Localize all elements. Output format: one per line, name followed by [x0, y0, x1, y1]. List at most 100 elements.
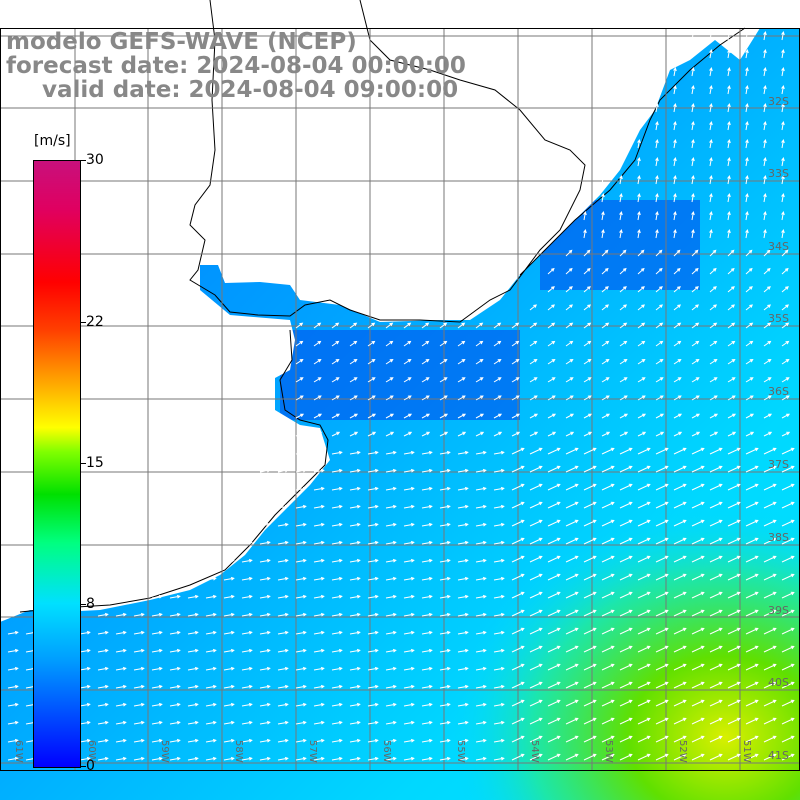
- wind-arrow: [241, 612, 253, 617]
- wind-arrow: [601, 395, 610, 401]
- lat-label: 33S: [768, 167, 789, 180]
- wind-arrow: [619, 413, 629, 419]
- wind-arrow: [547, 447, 561, 455]
- wind-arrow: [601, 359, 610, 365]
- wind-arrow: [511, 537, 525, 545]
- wind-arrow: [313, 359, 322, 365]
- wind-arrow: [439, 504, 451, 509]
- wind-arrow: [241, 666, 253, 671]
- wind-arrow: [25, 304, 34, 311]
- wind-arrow: [709, 591, 723, 599]
- wind-arrow: [439, 666, 451, 671]
- wind-arrow: [421, 522, 433, 527]
- wind-arrow: [583, 753, 597, 761]
- wind-arrow: [223, 702, 235, 707]
- wind-arrow: [313, 322, 322, 329]
- wind-arrow: [295, 395, 304, 401]
- wind-arrow: [727, 555, 741, 563]
- wind-arrow: [529, 591, 543, 599]
- wind-arrow: [205, 576, 217, 581]
- wind-arrow: [637, 483, 651, 491]
- wind-arrow: [565, 322, 574, 329]
- land-mask: [0, 0, 800, 622]
- wind-arrow: [709, 322, 718, 329]
- wind-arrow: [421, 684, 433, 689]
- wind-arrow: [511, 609, 525, 617]
- wind-arrow: [133, 612, 145, 617]
- wind-arrow: [655, 573, 669, 581]
- wind-arrow: [745, 627, 759, 635]
- wind-arrow: [403, 395, 412, 401]
- wind-arrow: [349, 340, 358, 347]
- wind-arrow: [331, 648, 343, 653]
- wind-arrow: [781, 229, 785, 239]
- wind-arrow: [619, 537, 633, 545]
- wind-arrow: [745, 49, 749, 59]
- wind-arrow: [169, 612, 181, 617]
- wind-arrow: [331, 359, 340, 365]
- wind-arrow: [745, 249, 753, 257]
- wind-arrow: [205, 540, 217, 545]
- wind-arrow: [673, 377, 682, 383]
- wind-arrow: [349, 702, 361, 707]
- wind-arrow: [565, 501, 579, 509]
- wind-arrow: [637, 645, 651, 653]
- wind-arrow: [583, 447, 597, 455]
- wind-arrow: [349, 359, 358, 365]
- wind-arrow: [637, 286, 645, 293]
- wind-arrow: [781, 359, 790, 365]
- wind-arrow: [763, 483, 777, 491]
- wind-arrow: [259, 594, 271, 599]
- wind-arrow: [367, 468, 379, 473]
- wind-arrow: [295, 702, 307, 707]
- wind-arrow: [331, 431, 341, 437]
- wind-arrow: [583, 377, 592, 383]
- wind-arrow: [619, 229, 623, 239]
- wind-arrow: [421, 359, 430, 365]
- wind-arrow: [115, 648, 127, 653]
- wind-arrow: [457, 666, 469, 671]
- wind-arrow: [619, 519, 633, 527]
- wind-arrow: [781, 304, 790, 311]
- wind-arrow: [97, 630, 109, 635]
- wind-arrow: [745, 573, 759, 581]
- wind-arrow: [7, 304, 16, 311]
- colorbar-tick-mark: [80, 463, 86, 464]
- wind-arrow: [763, 103, 767, 113]
- wind-arrow: [601, 286, 609, 293]
- wind-arrow: [727, 103, 731, 113]
- wind-arrow: [439, 756, 451, 761]
- wind-arrow: [781, 501, 795, 509]
- wind-arrow: [349, 594, 361, 599]
- wind-arrow: [403, 431, 413, 437]
- wind-arrow: [547, 591, 561, 599]
- wind-arrow: [781, 395, 790, 401]
- wind-arrow: [691, 121, 695, 131]
- wind-arrow: [781, 555, 795, 563]
- wind-arrow: [79, 702, 91, 707]
- wind-arrow: [457, 756, 469, 761]
- wind-arrow: [205, 558, 217, 563]
- wind-arrow: [745, 193, 749, 203]
- wind-arrow: [367, 450, 379, 455]
- wind-arrow: [277, 522, 289, 527]
- wind-arrow: [619, 573, 633, 581]
- wind-arrow: [403, 666, 415, 671]
- wind-arrow: [277, 756, 289, 761]
- wind-arrow: [619, 304, 628, 311]
- wind-arrow: [403, 486, 415, 491]
- wind-arrow: [763, 537, 777, 545]
- wind-arrow: [475, 395, 484, 401]
- wind-arrow: [565, 304, 574, 311]
- wind-arrow: [637, 121, 641, 131]
- wind-arrow: [547, 267, 555, 275]
- wind-arrow: [421, 576, 433, 581]
- wind-arrow: [385, 738, 397, 743]
- wind-arrow: [457, 413, 467, 419]
- wind-arrow: [421, 666, 433, 671]
- wind-arrow: [403, 522, 415, 527]
- wind-arrow: [277, 450, 289, 455]
- wind-arrow: [745, 359, 754, 365]
- wind-arrow: [547, 322, 556, 329]
- wind-arrow: [745, 267, 753, 275]
